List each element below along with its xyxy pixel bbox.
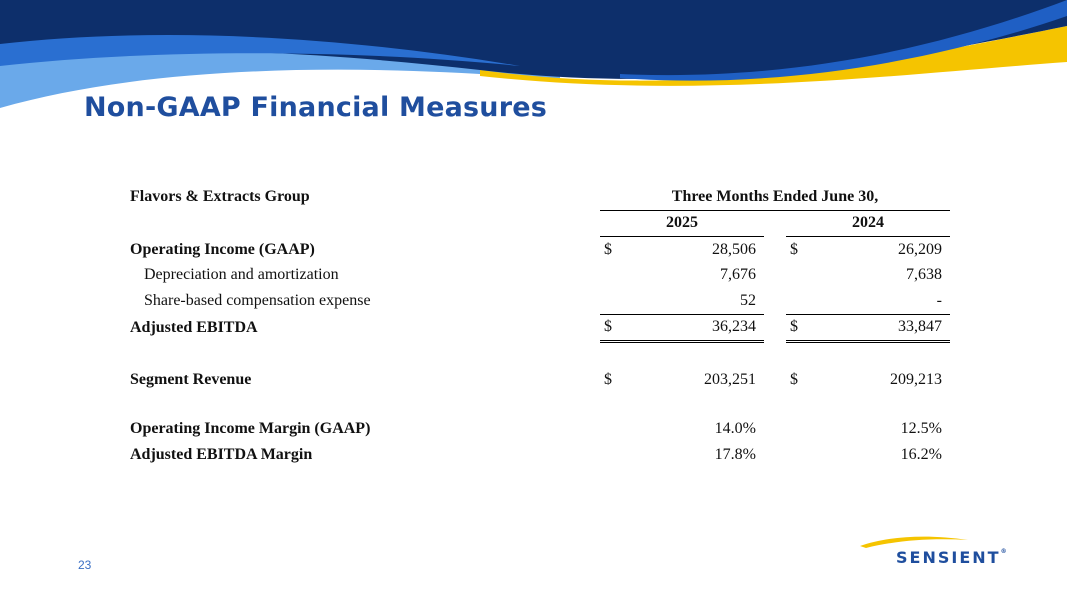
currency-symbol: $	[600, 314, 634, 343]
year-2024-header: 2024	[786, 210, 950, 237]
table-row: Adjusted EBITDA $ 36,234 $ 33,847	[130, 314, 950, 343]
table-row: Depreciation and amortization 7,676 7,63…	[130, 263, 950, 289]
value-2025: 52	[634, 288, 764, 315]
row-label: Operating Income Margin (GAAP)	[130, 420, 371, 438]
financial-table: Flavors & Extracts Group Three Months En…	[130, 184, 950, 468]
table-header-row: Flavors & Extracts Group Three Months En…	[130, 184, 950, 211]
gold-wave	[480, 26, 1067, 86]
currency-symbol: $	[790, 370, 798, 388]
row-label: Operating Income (GAAP)	[130, 240, 315, 258]
value-2025: 203,251	[704, 370, 756, 388]
sensient-logo-swoosh-icon	[860, 536, 968, 548]
value-2024: 12.5%	[900, 420, 942, 438]
value-2025: 17.8%	[714, 445, 756, 463]
period-header: Three Months Ended June 30,	[600, 184, 950, 211]
value-2025: 36,234	[634, 314, 764, 343]
row-label: Share-based compensation expense	[144, 292, 371, 309]
year-header-row: 2025 2024	[130, 210, 950, 237]
table-row: Adjusted EBITDA Margin 17.8% 16.2%	[130, 442, 950, 468]
segment-name: Flavors & Extracts Group	[130, 188, 310, 205]
row-label: Depreciation and amortization	[144, 266, 339, 284]
value-2025: 28,506	[712, 240, 756, 258]
navy-band	[0, 0, 1067, 79]
value-2025: 14.0%	[714, 420, 756, 438]
currency-symbol: $	[790, 240, 798, 258]
bright-blue-swoosh	[620, 0, 1067, 81]
currency-symbol: $	[604, 240, 612, 258]
currency-symbol: $	[786, 314, 820, 343]
row-label: Adjusted EBITDA	[130, 318, 258, 336]
logo-wordmark: SENSIENT	[896, 548, 1001, 567]
logo-trademark: ®	[1000, 548, 1007, 555]
value-2024: 7,638	[906, 266, 942, 284]
table-row: Share-based compensation expense 52 -	[130, 288, 950, 315]
currency-symbol: $	[604, 370, 612, 388]
table-row: Operating Income Margin (GAAP) 14.0% 12.…	[130, 417, 950, 443]
sensient-logo: SENSIENT®	[896, 548, 1007, 567]
year-2025-header: 2025	[600, 210, 764, 237]
value-2025: 7,676	[720, 266, 756, 284]
value-2024: 26,209	[898, 240, 942, 258]
table-row: Operating Income (GAAP) $ 28,506 $ 26,20…	[130, 237, 950, 263]
value-2024: -	[820, 288, 950, 315]
page-number: 23	[78, 558, 92, 572]
row-label: Segment Revenue	[130, 370, 252, 388]
header-wave-graphic	[0, 0, 1067, 108]
mid-blue-swoosh	[0, 35, 520, 66]
value-2024: 33,847	[820, 314, 950, 343]
row-label: Adjusted EBITDA Margin	[130, 445, 313, 463]
page-title: Non-GAAP Financial Measures	[84, 92, 548, 123]
value-2024: 16.2%	[900, 445, 942, 463]
value-2024: 209,213	[890, 370, 942, 388]
table-row: Segment Revenue $ 203,251 $ 209,213	[130, 367, 950, 393]
